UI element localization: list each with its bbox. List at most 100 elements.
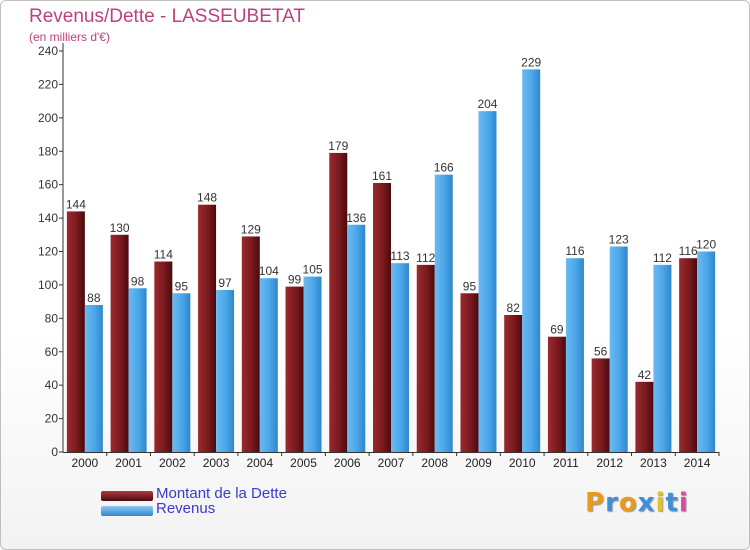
data-label: 114: [154, 248, 173, 262]
data-label: 148: [197, 191, 217, 205]
logo-letter: t: [665, 488, 679, 518]
data-label: 105: [303, 263, 323, 277]
data-label: 82: [507, 301, 521, 315]
x-tick-label: 2010: [509, 456, 536, 470]
bar-dette: [679, 258, 698, 452]
y-tick-label: 120: [38, 245, 58, 259]
data-label: 112: [416, 251, 435, 265]
bar-revenus: [84, 304, 103, 452]
logo-letter: x: [637, 488, 656, 518]
y-tick-label: 40: [45, 378, 59, 392]
bar-revenus: [172, 293, 191, 452]
y-tick-label: 200: [38, 111, 58, 125]
bar-dette: [635, 381, 654, 452]
y-tick-label: 140: [38, 211, 58, 225]
data-label: 98: [131, 274, 145, 288]
legend-swatch-revenus: [101, 506, 153, 516]
bar-revenus: [653, 264, 672, 452]
data-label: 97: [218, 276, 232, 290]
bar-revenus: [478, 111, 497, 453]
bar-revenus: [259, 278, 278, 452]
x-tick-label: 2004: [246, 456, 273, 470]
y-tick-label: 60: [45, 345, 59, 359]
data-label: 99: [288, 273, 302, 287]
x-tick-label: 2007: [378, 456, 405, 470]
logo-letter: i: [655, 488, 666, 518]
bar-dette: [329, 152, 348, 452]
data-label: 120: [696, 238, 716, 252]
data-label: 42: [638, 368, 652, 382]
data-label: 130: [110, 221, 130, 235]
y-tick-label: 100: [38, 278, 58, 292]
x-tick-label: 2012: [596, 456, 623, 470]
bar-revenus: [391, 263, 409, 452]
chart-title: Revenus/Dette - LASSEUBETAT: [29, 6, 305, 27]
x-tick-label: 2009: [465, 456, 492, 470]
y-tick-label: 240: [38, 44, 58, 58]
x-tick-label: 2001: [115, 456, 142, 470]
data-label: 95: [463, 279, 477, 293]
bar-revenus: [347, 224, 366, 452]
bar-revenus: [216, 289, 235, 452]
data-label: 123: [609, 232, 629, 246]
bar-dette: [547, 336, 566, 452]
legend-label-revenus: Revenus: [156, 500, 216, 517]
data-label: 229: [521, 55, 541, 69]
x-tick-label: 2000: [72, 456, 99, 470]
bar-revenus: [609, 246, 628, 452]
logo-letter: P: [585, 488, 606, 518]
y-tick-label: 20: [45, 412, 59, 426]
logo-letter: o: [618, 488, 638, 518]
y-tick-label: 80: [45, 311, 59, 325]
y-tick-label: 180: [38, 144, 58, 158]
bar-dette: [285, 286, 304, 452]
x-tick-label: 2008: [421, 456, 448, 470]
data-label: 88: [87, 291, 101, 305]
x-tick-label: 2014: [684, 456, 711, 470]
data-label: 136: [346, 211, 366, 225]
bar-dette: [504, 314, 523, 452]
proxiti-logo: Proxiti: [585, 488, 689, 518]
bar-dette: [460, 293, 479, 452]
logo-letter: i: [678, 488, 689, 518]
x-tick-label: 2011: [553, 456, 579, 470]
x-tick-label: 2003: [203, 456, 230, 470]
bar-revenus: [128, 288, 147, 452]
x-tick-label: 2002: [159, 456, 186, 470]
logo-letter: r: [605, 488, 619, 518]
legend-swatch-dette: [101, 491, 153, 501]
data-label: 166: [434, 161, 454, 175]
data-label: 129: [241, 222, 261, 236]
bar-revenus: [303, 276, 322, 452]
bar-revenus: [697, 251, 716, 452]
data-label: 204: [477, 97, 497, 111]
x-tick-label: 2006: [334, 456, 361, 470]
bar-dette: [591, 358, 610, 452]
bar-dette: [373, 182, 391, 452]
bar-dette: [66, 211, 85, 452]
x-tick-label: 2013: [640, 456, 667, 470]
bar-dette: [110, 234, 129, 452]
data-label: 112: [653, 251, 672, 265]
bar-dette: [154, 261, 173, 452]
data-label: 113: [390, 249, 409, 263]
chart-subtitle: (en milliers d'€): [29, 30, 110, 44]
data-label: 116: [679, 244, 698, 258]
bar-dette: [241, 236, 260, 452]
y-tick-label: 0: [51, 445, 58, 459]
data-label: 95: [175, 279, 189, 293]
x-tick-label: 2005: [290, 456, 317, 470]
bar-revenus: [565, 258, 584, 452]
bar-dette: [416, 264, 435, 452]
data-label: 69: [550, 323, 564, 337]
bar-revenus: [434, 174, 453, 452]
data-label: 144: [66, 197, 86, 211]
data-label: 56: [594, 344, 608, 358]
data-label: 116: [565, 244, 584, 258]
data-label: 104: [259, 264, 279, 278]
y-tick-label: 220: [38, 77, 58, 91]
bar-revenus: [522, 69, 541, 453]
data-label: 161: [372, 169, 392, 183]
